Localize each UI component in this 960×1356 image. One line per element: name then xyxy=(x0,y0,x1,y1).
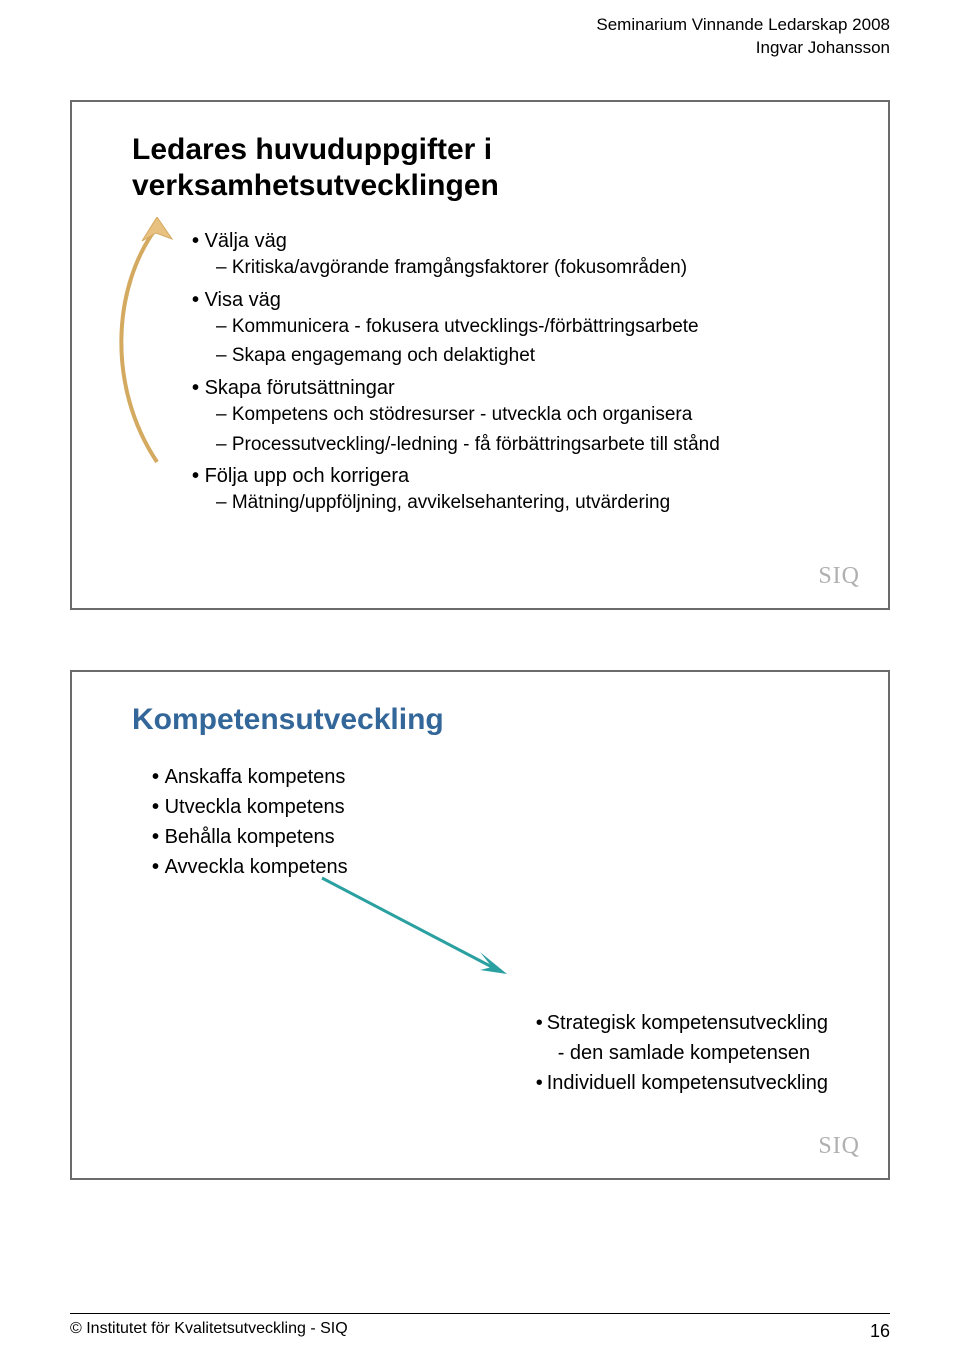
sub-list: Kommunicera - fokusera utvecklings-/förb… xyxy=(216,314,848,369)
slide2-title: Kompetensutveckling xyxy=(132,702,848,738)
sub-item: Kompetens och stödresurser - utveckla oc… xyxy=(216,402,848,428)
list-item: Skapa förutsättningar Kompetens och stöd… xyxy=(192,375,848,457)
lower-line2: - den samlade kompetensen xyxy=(558,1038,828,1068)
sub-item: Kritiska/avgörande framgångsfaktorer (fo… xyxy=(216,255,848,281)
header-line2: Ingvar Johansson xyxy=(596,37,890,60)
list-item: Följa upp och korrigera Mätning/uppföljn… xyxy=(192,463,848,516)
slide-2: Kompetensutveckling Anskaffa kompetens U… xyxy=(70,670,890,1180)
item-label: Skapa förutsättningar xyxy=(205,377,395,399)
item-label: Följa upp och korrigera xyxy=(205,465,410,487)
sub-list: Kompetens och stödresurser - utveckla oc… xyxy=(216,402,848,457)
list-item: Visa väg Kommunicera - fokusera utveckli… xyxy=(192,287,848,369)
slide2-list: Anskaffa kompetens Utveckla kompetens Be… xyxy=(152,762,848,882)
page-number: 16 xyxy=(870,1321,890,1342)
sub-item: Mätning/uppföljning, avvikelsehantering,… xyxy=(216,490,848,516)
header-line1: Seminarium Vinnande Ledarskap 2008 xyxy=(596,14,890,37)
lower-line1: Strategisk kompetensutveckling xyxy=(536,1008,828,1038)
sub-list: Kritiska/avgörande framgångsfaktorer (fo… xyxy=(216,255,848,281)
slide1-title: Ledares huvuduppgifter i verksamhetsutve… xyxy=(132,132,848,204)
page-header: Seminarium Vinnande Ledarskap 2008 Ingva… xyxy=(596,14,890,60)
sub-item: Skapa engagemang och delaktighet xyxy=(216,343,848,369)
slide1-title-l2: verksamhetsutvecklingen xyxy=(132,169,499,202)
footer-copyright: © Institutet för Kvalitetsutveckling - S… xyxy=(70,1320,348,1338)
footer-divider xyxy=(70,1313,890,1314)
slide1-list: Välja väg Kritiska/avgörande framgångsfa… xyxy=(192,228,848,516)
list-item: Välja väg Kritiska/avgörande framgångsfa… xyxy=(192,228,848,281)
item-label: Välja väg xyxy=(205,230,287,252)
item-label: Visa väg xyxy=(205,289,281,311)
sub-item: Processutveckling/-ledning - få förbättr… xyxy=(216,432,848,458)
slide2-lower-block: Strategisk kompetensutveckling - den sam… xyxy=(536,1008,828,1098)
lower-line3: Individuell kompetensutveckling xyxy=(536,1068,828,1098)
slide-1: Ledares huvuduppgifter i verksamhetsutve… xyxy=(70,100,890,610)
slide1-title-l1: Ledares huvuduppgifter i xyxy=(132,133,492,166)
sub-item: Kommunicera - fokusera utvecklings-/förb… xyxy=(216,314,848,340)
siq-logo: SIQ xyxy=(818,1133,860,1160)
siq-logo: SIQ xyxy=(818,563,860,590)
list-item: Anskaffa kompetens xyxy=(152,762,848,792)
list-item: Behålla kompetens xyxy=(152,822,848,852)
page: Seminarium Vinnande Ledarskap 2008 Ingva… xyxy=(0,0,960,1356)
curved-arrow-icon xyxy=(102,217,192,477)
list-item: Utveckla kompetens xyxy=(152,792,848,822)
arrow-icon xyxy=(312,872,512,982)
sub-list: Mätning/uppföljning, avvikelsehantering,… xyxy=(216,490,848,516)
